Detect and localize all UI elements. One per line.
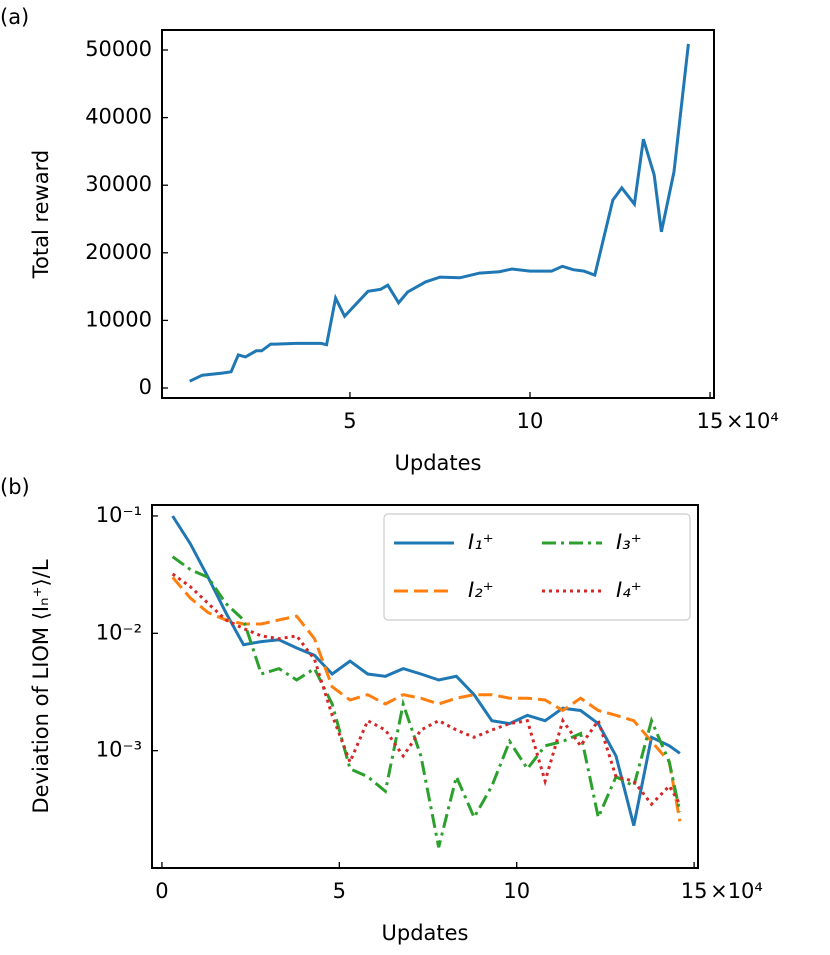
y-tick-label: 30000 <box>85 172 152 196</box>
y-tick-label: 10⁻¹ <box>96 503 142 527</box>
legend-label: I₂⁺ <box>468 578 494 602</box>
data-line <box>189 43 690 383</box>
x-tick-label: 15 <box>681 879 708 903</box>
legend-label: I₃⁺ <box>616 530 642 554</box>
y-axis-label: Total reward <box>29 150 53 279</box>
y-tick-label: 0 <box>139 375 152 399</box>
x-tick-label: 10 <box>503 879 530 903</box>
data-line <box>171 555 682 848</box>
y-tick-label: 10⁻² <box>96 620 142 644</box>
data-line <box>171 576 682 822</box>
plot-area: 0 5 10 15 ×10⁴ 10⁻³ 10⁻² 10⁻¹ Updates Deviation o… <box>0 475 763 945</box>
axes-frame <box>151 504 699 869</box>
y-tick-label: 20000 <box>85 240 152 264</box>
x-offset-label: ×10⁴ <box>710 879 763 903</box>
data-line <box>171 572 682 807</box>
panel-label: (b) <box>0 475 30 499</box>
x-tick-label: 5 <box>333 879 346 903</box>
x-tick-label: 15 <box>697 409 724 433</box>
y-tick-label: 50000 <box>85 37 152 61</box>
x-tick-label: 5 <box>343 409 356 433</box>
x-offset-label: ×10⁴ <box>726 409 779 433</box>
x-axis-label: Updates <box>395 451 482 475</box>
plot-area: 5 10 15 ×10⁴ 0 10000 20000 30000 40000 50000 Updat… <box>0 5 779 475</box>
x-tick-label: 10 <box>517 409 544 433</box>
x-axis-label: Updates <box>382 921 469 945</box>
x-tick-label: 0 <box>155 879 168 903</box>
y-axis-label: Deviation of LIOM ⟨Iₙ⁺⟩/L <box>29 559 53 813</box>
legend-label: I₁⁺ <box>468 530 494 554</box>
panel-label: (a) <box>0 5 29 29</box>
y-tick-label: 10⁻³ <box>96 738 142 762</box>
legend-label: I₄⁺ <box>616 578 642 602</box>
axes-frame <box>161 29 715 399</box>
y-tick-label: 10000 <box>85 307 152 331</box>
y-tick-label: 40000 <box>85 105 152 129</box>
legend-box <box>383 513 691 621</box>
